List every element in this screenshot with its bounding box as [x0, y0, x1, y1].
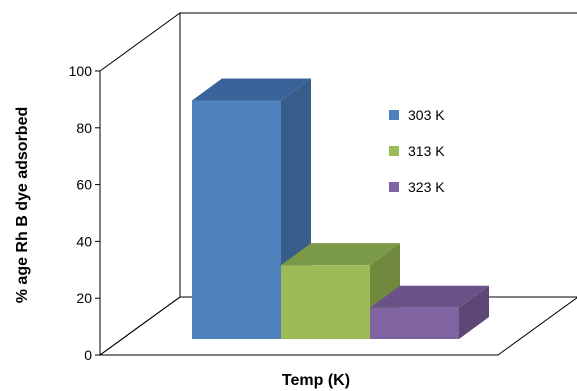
y-tick-label: 100 [69, 63, 93, 79]
bar-303-k [192, 78, 311, 339]
chart-walls [98, 12, 577, 356]
side-wall [99, 12, 181, 356]
y-axis-ticks: 0 20 40 60 80 100 [69, 63, 100, 363]
legend-label: 313 K [408, 143, 445, 159]
y-tick-label: 80 [76, 120, 92, 136]
bar-top [281, 243, 400, 266]
legend-label: 303 K [408, 107, 445, 123]
y-tick-label: 60 [76, 177, 92, 193]
y-tick-label: 40 [76, 233, 92, 249]
y-tick-label: 20 [76, 290, 92, 306]
y-tick-label: 0 [84, 347, 92, 363]
legend-swatch [389, 182, 399, 192]
bar-top [370, 285, 489, 308]
legend-swatch [389, 146, 399, 156]
y-axis-title: % age Rh B dye adsorbed [14, 107, 31, 304]
legend: 303 K 313 K 323 K [389, 107, 445, 195]
bars [192, 78, 489, 339]
legend-label: 323 K [408, 179, 445, 195]
bar-323-k [370, 285, 489, 339]
bar-front [370, 307, 459, 339]
x-axis-title: Temp (K) [282, 372, 350, 389]
back-wall [180, 12, 577, 14]
bar-side [459, 285, 489, 339]
legend-swatch [389, 110, 399, 120]
bar-front [281, 265, 370, 339]
bar-top [192, 78, 311, 101]
bar-front [192, 100, 281, 339]
floor [98, 296, 577, 356]
